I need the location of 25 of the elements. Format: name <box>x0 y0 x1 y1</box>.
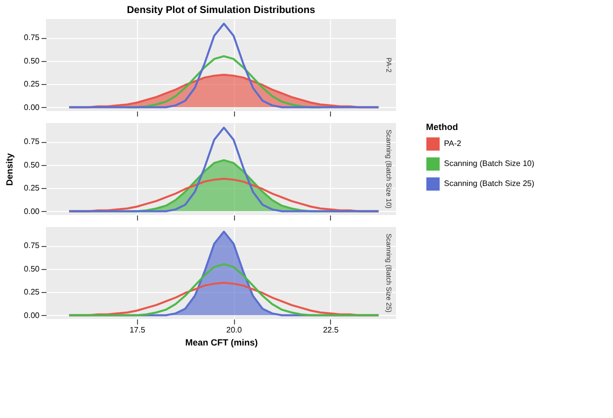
y-tick-label: 0.50 <box>24 264 40 274</box>
legend-title: Method <box>426 122 458 132</box>
y-tick-label: 0.00 <box>24 102 40 112</box>
y-tick-label: 0.75 <box>24 33 40 42</box>
x-tick-label: 20.0 <box>226 326 242 334</box>
y-tick-label: 0.00 <box>24 206 40 216</box>
line-series <box>68 126 380 212</box>
y-tick-label: 0.75 <box>24 137 40 146</box>
line-series <box>68 263 380 316</box>
legend-label: Scanning (Batch Size 25) <box>444 179 535 188</box>
y-tick-label: 0.25 <box>24 288 40 297</box>
line-series <box>68 22 380 108</box>
y-tick-label: 0.50 <box>24 56 40 66</box>
y-tick-label: 0.25 <box>24 184 40 193</box>
y-tick-label: 0.50 <box>24 160 40 170</box>
x-tick-label: 17.5 <box>130 326 146 334</box>
y-tick-label: 0.00 <box>24 310 40 320</box>
y-axis-title: Density <box>4 153 14 186</box>
x-tick-label: 22.5 <box>322 326 340 334</box>
y-tick-label: 0.75 <box>24 241 40 250</box>
legend-label: Scanning (Batch Size 10) <box>444 159 535 168</box>
y-tick-label: 0.25 <box>24 80 40 89</box>
x-axis-title: Mean CFT (mins) <box>185 338 258 348</box>
chart-title: Density Plot of Simulation Distributions <box>126 5 316 16</box>
legend-label: PA-2 <box>444 139 462 148</box>
